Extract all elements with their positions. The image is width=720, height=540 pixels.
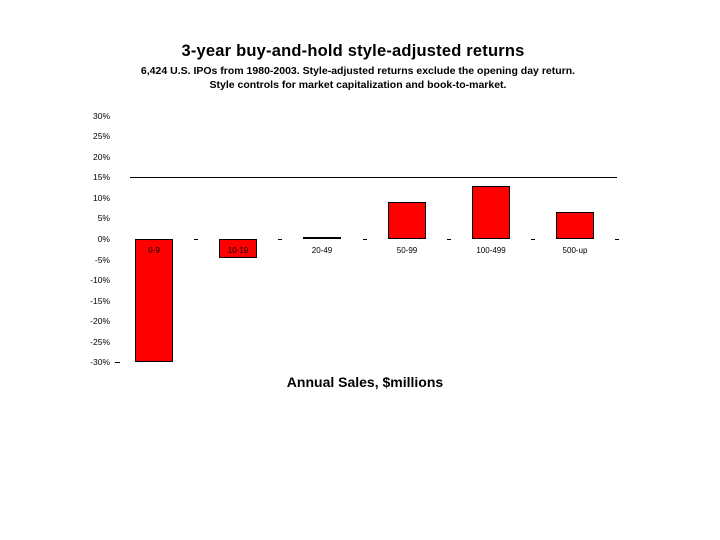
y-axis-tick-label: -5% — [94, 254, 110, 265]
y-axis-tick-label: -20% — [90, 316, 110, 327]
zero-line-tick-mark — [363, 239, 367, 240]
zero-line-tick-mark — [447, 239, 451, 240]
y-axis-tick-label: -30% — [90, 357, 110, 368]
y-axis-tick-label: 10% — [92, 192, 110, 203]
x-axis-category-label: 100-499 — [476, 246, 506, 255]
y-axis-tick-label: 20% — [92, 151, 110, 162]
bar-100-499 — [472, 186, 510, 239]
zero-line-tick-mark — [194, 239, 198, 240]
bar-500-up — [556, 212, 594, 239]
y-axis-tick-label: -25% — [90, 336, 110, 347]
bar-10-19 — [219, 239, 257, 258]
zero-line-tick-mark — [531, 239, 535, 240]
zero-line-tick-mark — [278, 239, 282, 240]
bar-20-49 — [303, 237, 341, 239]
reference-line-15pct — [130, 177, 617, 178]
x-axis-title: Annual Sales, $millions — [286, 374, 444, 390]
y-axis-tick-label: 0% — [97, 234, 110, 244]
x-axis-category-label: 0-9 — [148, 246, 160, 255]
y-axis-tick-label: 25% — [92, 131, 110, 142]
x-axis-category-label: 500-up — [562, 246, 588, 255]
x-axis-category-label: 10-19 — [227, 246, 249, 255]
zero-line-tick-mark — [615, 239, 619, 240]
x-axis-category-label: 50-99 — [396, 246, 418, 255]
y-axis-tick-label: 15% — [92, 172, 110, 183]
y-axis-tick-label: -15% — [90, 295, 110, 306]
bar-50-99 — [388, 202, 426, 239]
y-axis-tick-label: 30% — [92, 110, 110, 121]
y-axis-tick-label: 5% — [97, 213, 110, 224]
y-axis-tick-mark — [115, 362, 120, 363]
chart-subtitle-line2: Style controls for market capitalization… — [209, 79, 507, 91]
bar-0-9 — [135, 239, 173, 362]
chart-title: 3-year buy-and-hold style-adjusted retur… — [181, 42, 525, 60]
chart-subtitle-line1: 6,424 U.S. IPOs from 1980-2003. Style-ad… — [140, 65, 576, 77]
x-axis-category-label: 20-49 — [311, 246, 333, 255]
y-axis-tick-label: -10% — [90, 275, 110, 286]
